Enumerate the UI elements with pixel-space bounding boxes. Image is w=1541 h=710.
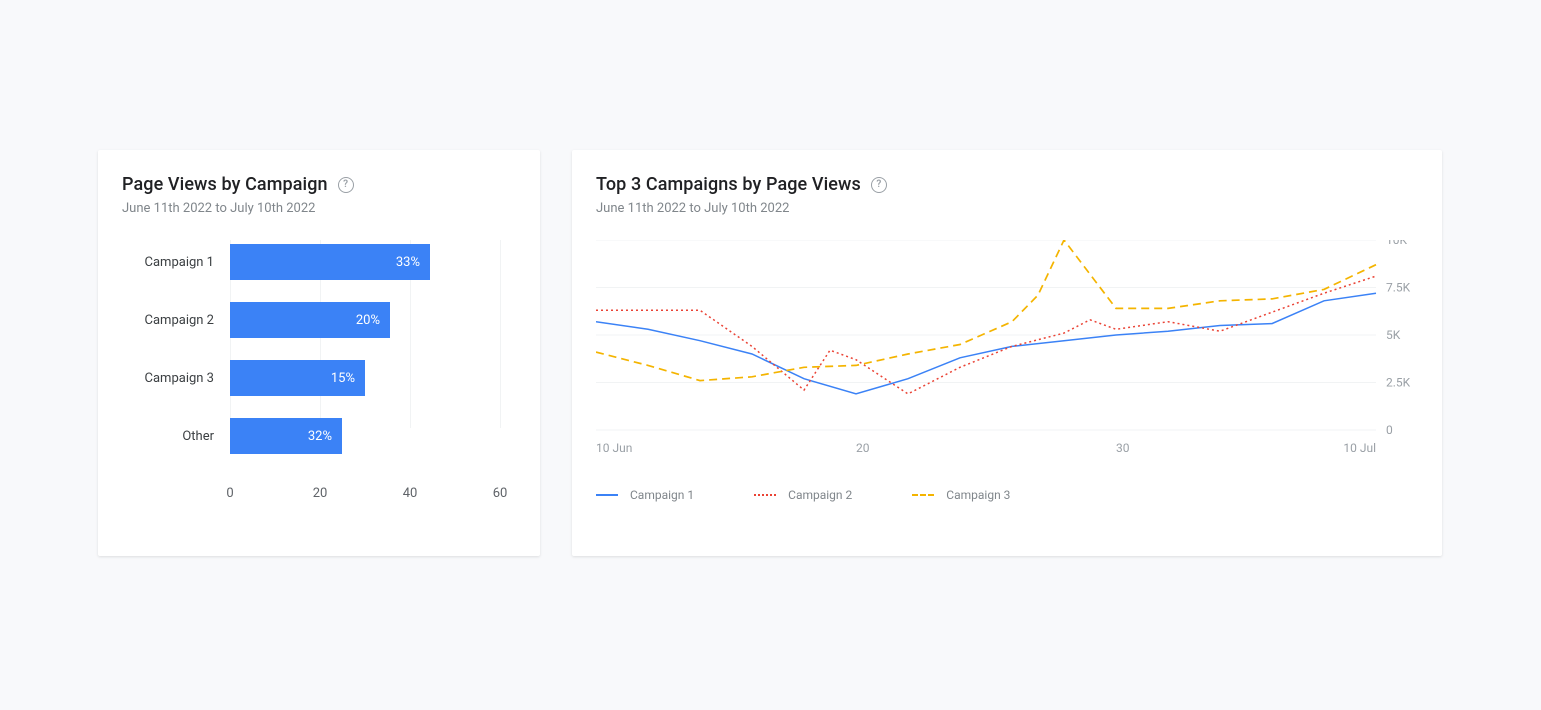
legend-swatch: [912, 494, 934, 496]
legend-item: Campaign 3: [912, 488, 1010, 502]
chart-legend: Campaign 1 Campaign 2 Campaign 3: [596, 488, 1418, 502]
bar-row: Campaign 220%: [122, 302, 516, 338]
bar-row: Campaign 315%: [122, 360, 516, 396]
bar-row: Other32%: [122, 418, 516, 454]
line-chart-svg: 0 2.5K 5K 7.5K 10K 10 Jun 20 30 10 Jul: [596, 240, 1420, 460]
legend-label: Campaign 2: [788, 488, 852, 502]
bar-row: Campaign 133%: [122, 244, 516, 280]
legend-swatch: [596, 494, 618, 496]
x-tick-label: 10 Jul: [1343, 441, 1376, 455]
y-tick-label: 2.5K: [1386, 376, 1411, 390]
x-tick-label: 20: [856, 441, 870, 455]
bar-label: Campaign 3: [122, 371, 230, 386]
y-tick-label: 0: [1386, 423, 1393, 437]
legend-item: Campaign 1: [596, 488, 694, 502]
card-header: Top 3 Campaigns by Page Views ?: [596, 174, 1418, 195]
line-series: [596, 240, 1376, 381]
bar-x-tick: 60: [493, 486, 508, 501]
bar-fill: 15%: [230, 360, 365, 396]
legend-label: Campaign 1: [630, 488, 694, 502]
bar-label: Campaign 2: [122, 313, 230, 328]
bar-chart: Campaign 133% Campaign 220% Campaign 315% O…: [122, 244, 516, 506]
bar-x-tick: 0: [226, 486, 233, 501]
page-views-by-campaign-card: Page Views by Campaign ? June 11th 2022 …: [98, 150, 540, 556]
bar-x-tick: 40: [403, 486, 418, 501]
legend-swatch: [754, 494, 776, 496]
x-tick-label: 30: [1116, 441, 1130, 455]
bar-label: Other: [122, 429, 230, 444]
help-icon[interactable]: ?: [871, 177, 887, 193]
legend-label: Campaign 3: [946, 488, 1010, 502]
bar-fill: 20%: [230, 302, 390, 338]
legend-item: Campaign 2: [754, 488, 852, 502]
x-tick-label: 10 Jun: [596, 441, 632, 455]
y-tick-label: 5K: [1386, 328, 1401, 342]
card-subtitle: June 11th 2022 to July 10th 2022: [596, 201, 1418, 216]
bar-x-axis: 0204060: [230, 476, 500, 506]
bar-x-tick: 20: [313, 486, 328, 501]
bar-label: Campaign 1: [122, 255, 230, 270]
y-tick-label: 7.5K: [1386, 281, 1411, 295]
bar-fill: 33%: [230, 244, 430, 280]
help-icon[interactable]: ?: [338, 177, 354, 193]
card-header: Page Views by Campaign ?: [122, 174, 516, 195]
card-title: Page Views by Campaign: [122, 174, 328, 195]
y-tick-label: 10K: [1386, 240, 1407, 247]
top-campaigns-line-card: Top 3 Campaigns by Page Views ? June 11t…: [572, 150, 1442, 556]
line-chart: 0 2.5K 5K 7.5K 10K 10 Jun 20 30 10 Jul: [596, 240, 1418, 460]
line-series: [596, 293, 1376, 394]
bar-fill: 32%: [230, 418, 342, 454]
card-title: Top 3 Campaigns by Page Views: [596, 174, 861, 195]
card-subtitle: June 11th 2022 to July 10th 2022: [122, 201, 516, 216]
